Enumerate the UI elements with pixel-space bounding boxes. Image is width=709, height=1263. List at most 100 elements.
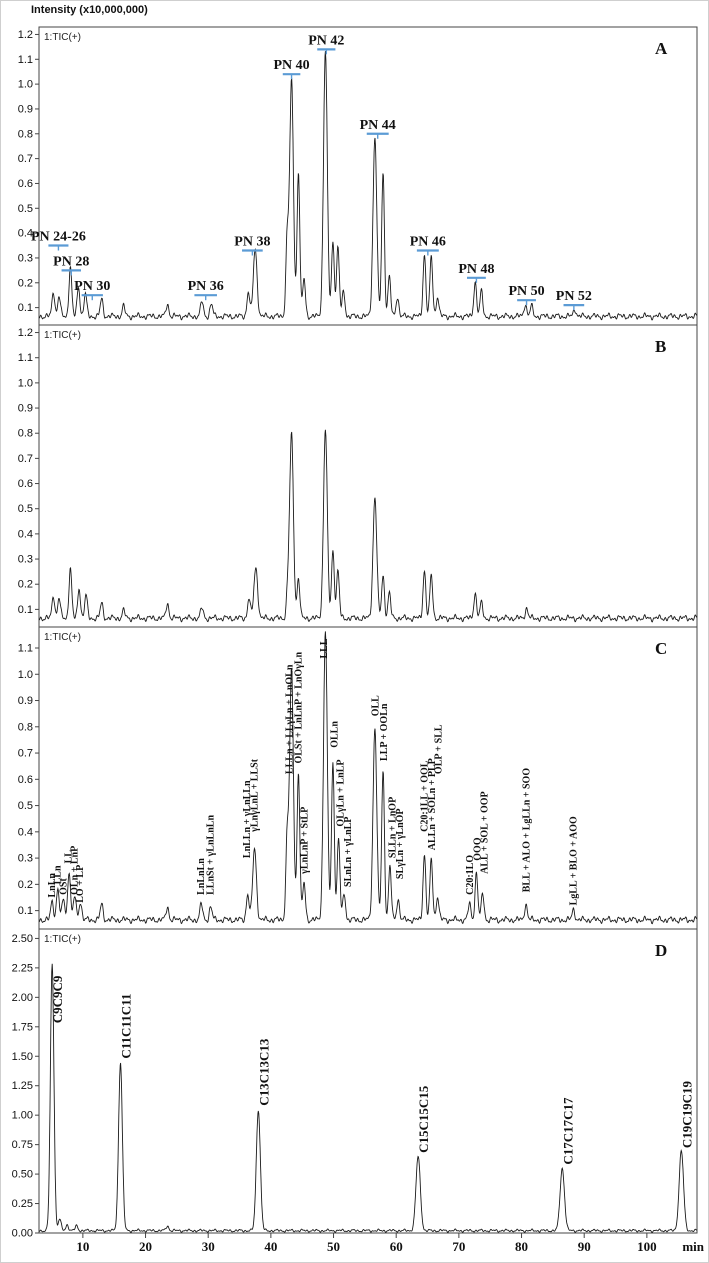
y-tick-label: 0.00: [12, 1228, 33, 1240]
y-tick-label: 0.8: [18, 721, 33, 733]
trace-type-label: 1:TIC(+): [44, 330, 81, 341]
intensity-axis-label: Intensity (x10,000,000): [31, 4, 148, 16]
peak-label: LLnSt + γLnLnLn: [206, 815, 217, 895]
y-tick-label: 0.1: [18, 302, 33, 314]
y-tick-label: 1.75: [12, 1021, 33, 1033]
trace-type-label: 1:TIC(+): [44, 632, 81, 643]
peak-label: SLγLn + γLnOP: [395, 808, 406, 879]
peak-label: LL: [63, 850, 74, 864]
y-tick-label: 2.00: [12, 992, 33, 1004]
pn-label: PN 42: [308, 33, 344, 48]
y-tick-label: 2.25: [12, 962, 33, 974]
y-tick-label: 0.5: [18, 800, 33, 812]
peak-label: OLP + SLL: [434, 724, 445, 774]
peak-label: LnLn: [47, 873, 58, 898]
y-tick-label: 1.0: [18, 79, 33, 91]
x-tick-label: 40: [264, 1239, 277, 1254]
y-tick-label: 0.50: [12, 1169, 33, 1181]
peak-label: LnLLn + γLnLLn: [242, 780, 253, 858]
y-tick-label: 0.7: [18, 153, 33, 165]
peak-label: LLL: [319, 638, 330, 658]
trace-type-label: 1:TIC(+): [44, 32, 81, 43]
y-tick-label: 1.1: [18, 352, 33, 364]
panel-C: 0.1 0.2 0.3 0.4 0.5 0.6 0.7 0.8 0.9 1.0 1.1 1:TIC(+…: [18, 626, 698, 930]
y-tick-label: 0.9: [18, 403, 33, 415]
panel-B: 0.1 0.2 0.3 0.4 0.5 0.6 0.7 0.8 0.9 1.0 1.1 1.2 1:TI…: [18, 324, 698, 628]
y-tick-label: 0.5: [18, 203, 33, 215]
peak-label: C19C19C19: [679, 1080, 694, 1148]
trace-type-label: 1:TIC(+): [44, 934, 81, 945]
peak-label: BLL + ALO + LgLLn + SOO: [521, 768, 532, 893]
y-tick-label: 1.50: [12, 1051, 33, 1063]
x-tick-label: 30: [202, 1239, 215, 1254]
peak-label: C20:1LL + OOL: [419, 760, 430, 832]
pn-label: PN 30: [74, 279, 110, 294]
peak-label: SLLn + LnOP: [387, 797, 398, 858]
y-tick-label: 1.0: [18, 669, 33, 681]
y-tick-label: 0.1: [18, 905, 33, 917]
y-tick-label: 1.25: [12, 1080, 33, 1092]
panel-border: [38, 324, 698, 628]
y-tick-label: 0.25: [12, 1198, 33, 1210]
y-tick-label: 1.2: [18, 327, 33, 339]
y-tick-label: 1.1: [18, 54, 33, 66]
y-tick-label: 0.6: [18, 178, 33, 190]
x-tick-label: 10: [76, 1239, 89, 1254]
peak-label: LLn: [53, 865, 64, 884]
x-tick-label: 70: [452, 1239, 465, 1254]
peak-label: γLnγLnL + LLSt: [249, 758, 260, 833]
pn-label: PN 46: [410, 235, 446, 250]
x-axis: 10 20 30 40 50 60 70 80 90 100 min: [76, 1233, 705, 1254]
peak-label: C20:1LO: [465, 855, 476, 895]
y-tick-label: 2.50: [12, 933, 33, 945]
x-tick-label: 50: [327, 1239, 340, 1254]
pn-label: PN 36: [188, 279, 224, 294]
y-tick-label: 1.2: [18, 29, 33, 41]
y-tick-label: 0.6: [18, 774, 33, 786]
y-tick-label: 1.00: [12, 1110, 33, 1122]
pn-label: PN 38: [234, 235, 270, 250]
y-tick-label: 0.2: [18, 579, 33, 591]
x-tick-label: 100: [637, 1239, 657, 1254]
peak-label: OSt: [58, 878, 69, 895]
pn-label: PN 28: [53, 254, 89, 269]
panel-letter: B: [655, 337, 666, 356]
peak-label: C11C11C11: [118, 994, 133, 1059]
y-tick-label: 0.9: [18, 103, 33, 115]
panel-letter: D: [655, 941, 667, 960]
peak-label: OLLn: [330, 721, 341, 748]
peak-label: OLn + LnP: [70, 846, 81, 895]
peak-label: C15C15C15: [416, 1085, 431, 1153]
peak-label: OLγLn + LnLP: [335, 760, 346, 827]
panel-letter: A: [655, 39, 668, 58]
tic-trace-D: [38, 963, 698, 1233]
panel-border: [38, 26, 698, 326]
y-tick-label: 0.2: [18, 879, 33, 891]
x-tick-label: 60: [390, 1239, 403, 1254]
pn-label: PN 44: [360, 118, 396, 133]
y-tick-label: 0.6: [18, 478, 33, 490]
y-tick-label: 0.3: [18, 554, 33, 566]
peak-label: C13C13C13: [256, 1038, 271, 1106]
panel-A: 0.1 0.2 0.3 0.4 0.5 0.6 0.7 0.8 0.9 1.0 1.1 1.2 1:TI…: [18, 26, 698, 326]
y-tick-label: 0.7: [18, 453, 33, 465]
tic-trace-C: [38, 631, 698, 925]
x-tick-label: 80: [515, 1239, 528, 1254]
peak-label: ALL + SOL + OOP: [479, 791, 490, 874]
panel-letter: C: [655, 639, 667, 658]
peak-label: C17C17C17: [560, 1097, 575, 1165]
peak-label: γLnLnP + StLP: [300, 807, 311, 875]
x-tick-label: 20: [139, 1239, 152, 1254]
peak-label: OLL: [370, 695, 381, 716]
tic-trace-A: [38, 50, 698, 321]
y-tick-label: 1.1: [18, 643, 33, 655]
time-unit-label: min: [682, 1239, 704, 1254]
pn-label: PN 52: [556, 289, 592, 304]
y-tick-label: 0.3: [18, 252, 33, 264]
y-tick-label: 0.8: [18, 428, 33, 440]
pn-label: PN 48: [458, 262, 494, 277]
panel-border: [38, 626, 698, 930]
y-tick-label: 0.3: [18, 853, 33, 865]
